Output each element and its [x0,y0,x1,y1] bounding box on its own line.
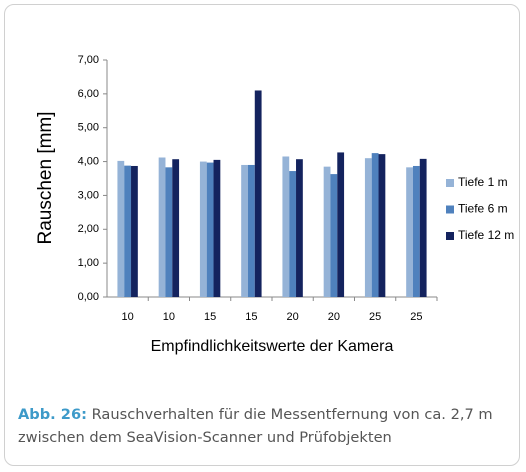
y-tick-label: 1,00 [78,257,99,269]
x-tick-label: 25 [410,311,422,323]
bar [158,157,166,297]
y-tick-label: 7,00 [78,54,99,66]
x-tick-label: 15 [245,311,257,323]
bar [199,161,207,297]
legend-label: Tiefe 12 m [458,228,514,242]
frame [4,4,520,466]
x-tick-label: 20 [328,311,340,323]
y-tick-label: 4,00 [78,155,99,167]
bar [213,159,221,297]
bar [247,164,255,297]
x-tick-label: 10 [163,311,175,323]
bar [289,171,297,297]
x-tick-label: 20 [287,311,299,323]
y-tick-label: 3,00 [78,189,99,201]
bar [165,167,173,297]
legend-label: Tiefe 6 m [458,202,508,216]
y-tick-label: 0,00 [78,291,99,303]
y-tick-label: 5,00 [78,122,99,134]
bar [323,166,331,297]
bar [206,162,214,297]
bar [117,160,125,297]
bar [282,156,290,297]
legend-swatch [446,205,454,214]
caption-label: Abb. 26: [18,406,87,423]
bar [378,154,386,297]
bar [124,165,132,297]
x-tick-label: 15 [204,311,216,323]
bar [172,159,180,297]
y-tick-label: 6,00 [78,88,99,100]
bar [419,158,427,297]
legend-label: Tiefe 1 m [458,175,508,189]
bar [131,165,138,297]
bar [241,164,248,297]
x-tick-label: 10 [122,311,134,323]
x-axis-title: Empfindlichkeitswerte der Kamera [151,338,394,355]
y-axis-title: Rauschen [mm] [35,111,56,244]
bar [296,159,303,297]
bar [337,152,345,297]
caption-text: Rauschverhalten für die Messentfernung v… [18,406,493,446]
bar [364,158,372,297]
legend-swatch [446,232,454,240]
bar [371,153,379,297]
bar [412,165,420,297]
x-tick-label: 25 [369,311,381,323]
bar [330,174,338,297]
bar [254,90,262,297]
legend-swatch [446,179,454,187]
y-tick-label: 2,00 [78,223,99,235]
bar [406,167,413,297]
caption: Abb. 26: Rauschverhalten für die Messent… [18,403,518,449]
